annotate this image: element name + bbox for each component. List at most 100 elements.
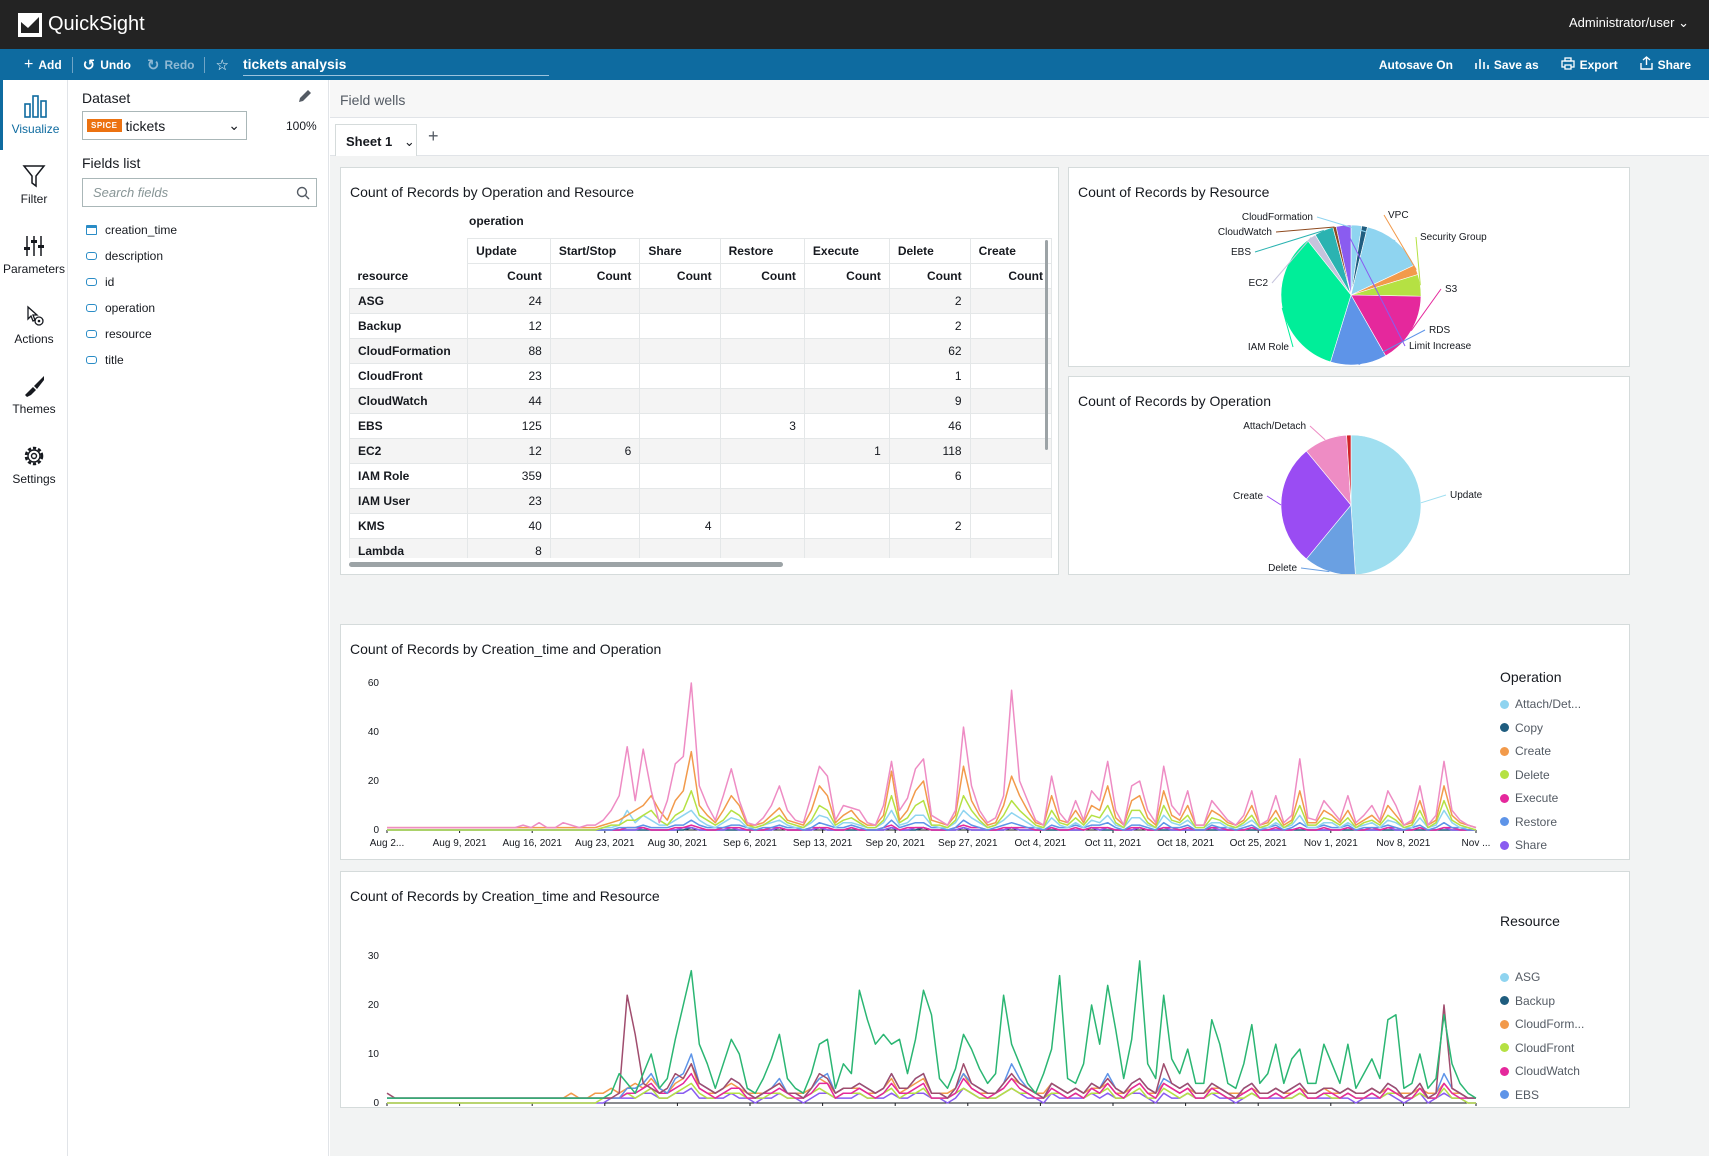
rail-item-themes[interactable]: Themes — [0, 360, 68, 430]
rail-item-visualize[interactable]: Visualize — [0, 80, 68, 150]
pivot-column-header[interactable]: Start/Stop — [549, 238, 641, 264]
legend-item[interactable]: Backup — [1500, 994, 1555, 1008]
legend-item[interactable]: Attach/Det... — [1500, 697, 1581, 711]
share-button[interactable]: Share — [1632, 56, 1699, 73]
legend-item[interactable]: Share — [1500, 838, 1547, 852]
user-menu[interactable]: Administrator/user ⌄ — [1569, 15, 1689, 31]
legend-swatch — [1500, 746, 1509, 756]
legend-item[interactable]: CloudWatch — [1500, 1064, 1580, 1078]
tab-sheet-1[interactable]: Sheet 1 ⌄ — [335, 124, 417, 156]
table-row[interactable]: CloudFront 23 1 — [349, 363, 1052, 389]
table-row[interactable]: KMS 40 4 2 — [349, 513, 1052, 539]
line-resource-visual[interactable]: Count of Records by Creation_time and Re… — [340, 871, 1630, 1108]
field-item[interactable]: id — [86, 275, 114, 289]
brush-icon — [25, 376, 44, 397]
pivot-column-header[interactable]: Create — [969, 238, 1052, 264]
pie-slice[interactable] — [1346, 434, 1352, 506]
pie-resource-visual[interactable]: Count of Records by Resource VPC Security… — [1068, 167, 1630, 367]
legend-item[interactable]: CloudForm... — [1500, 1017, 1584, 1031]
pivot-table-visual[interactable]: Count of Records by Operation and Resour… — [340, 167, 1059, 575]
rail-item-actions[interactable]: Actions — [0, 290, 68, 360]
x-tick-label: Oct 11, 2021 — [1085, 838, 1142, 849]
pivot-measure-header: Count — [888, 263, 971, 289]
add-button[interactable]: + Add — [16, 56, 70, 74]
table-row[interactable]: IAM User 23 — [349, 488, 1052, 514]
pivot-cell: 9 — [888, 388, 971, 414]
pie-slice[interactable] — [1350, 434, 1422, 575]
spice-badge: SPICE — [87, 119, 122, 132]
export-button[interactable]: Export — [1553, 56, 1626, 73]
pivot-cell — [888, 488, 971, 514]
x-tick-label: Nov 1, 2021 — [1304, 838, 1358, 849]
x-tick-label: Nov 8, 2021 — [1376, 838, 1430, 849]
field-item[interactable]: description — [86, 249, 163, 263]
series-line[interactable] — [387, 790, 1477, 831]
add-sheet-button[interactable]: + — [428, 126, 439, 146]
redo-button[interactable]: ↻ Redo — [139, 56, 203, 74]
rail-item-parameters[interactable]: Parameters — [0, 220, 68, 290]
pivot-row-label: IAM Role — [349, 463, 469, 489]
toolbar-divider — [204, 56, 206, 73]
pie-leader-line — [1300, 567, 1330, 573]
rail-item-settings[interactable]: Settings — [0, 430, 68, 500]
pivot-measure-header: Count — [549, 263, 641, 289]
save-as-button[interactable]: Save as — [1467, 57, 1547, 73]
field-item[interactable]: creation_time — [86, 223, 177, 237]
pivot-column-header[interactable]: Delete — [888, 238, 971, 264]
dataset-select[interactable]: SPICE tickets ⌄ — [82, 111, 247, 140]
line-operation-visual[interactable]: Count of Records by Creation_time and Op… — [340, 624, 1630, 860]
pencil-icon[interactable] — [297, 88, 313, 104]
legend-item[interactable]: Execute — [1500, 791, 1558, 805]
legend-label: CloudForm... — [1515, 1017, 1585, 1031]
series-line[interactable] — [387, 960, 1477, 1099]
pivot-cell: 24 — [467, 288, 551, 314]
field-item[interactable]: title — [86, 353, 124, 367]
field-wells-bar[interactable]: Field wells — [330, 80, 1709, 118]
legend-item[interactable]: EBS — [1500, 1088, 1539, 1102]
field-item[interactable]: resource — [86, 327, 152, 341]
pivot-cell — [549, 363, 641, 389]
pivot-cell: 8 — [467, 538, 551, 558]
rail-item-filter[interactable]: Filter — [0, 150, 68, 220]
legend-item[interactable]: Restore — [1500, 815, 1557, 829]
pivot-cell — [719, 513, 805, 539]
legend-item[interactable]: Create — [1500, 744, 1551, 758]
pie-label: S3 — [1445, 284, 1458, 295]
legend-item[interactable]: ASG — [1500, 970, 1540, 984]
pivot-cell: 12 — [467, 438, 551, 464]
table-row[interactable]: CloudWatch 44 9 — [349, 388, 1052, 414]
pivot-column-header[interactable]: Share — [639, 238, 721, 264]
legend-item[interactable]: Copy — [1500, 721, 1543, 735]
autosave-toggle[interactable]: Autosave On — [1378, 57, 1453, 72]
vertical-scrollbar[interactable] — [1045, 240, 1048, 450]
table-row[interactable]: IAM Role 359 6 — [349, 463, 1052, 489]
table-row[interactable]: EC2 12 6 1 118 — [349, 438, 1052, 464]
undo-icon: ↺ — [82, 56, 96, 74]
table-row[interactable]: CloudFormation 88 62 — [349, 338, 1052, 364]
horizontal-scrollbar[interactable] — [349, 562, 783, 567]
legend-item[interactable]: Delete — [1500, 768, 1550, 782]
pivot-cell: 125 — [467, 413, 551, 439]
quicksight-logo[interactable]: QuickSight — [18, 12, 145, 37]
pie-operation-visual[interactable]: Count of Records by Operation Attach/Det… — [1068, 376, 1630, 575]
search-fields-input[interactable]: Search fields — [82, 178, 317, 207]
pie-slice[interactable] — [1350, 294, 1422, 357]
favorite-button[interactable]: ☆ — [207, 56, 236, 74]
table-row[interactable]: EBS 125 3 46 — [349, 413, 1052, 439]
undo-button[interactable]: ↺ Undo — [75, 56, 139, 74]
series-line[interactable] — [387, 1072, 1476, 1099]
table-row[interactable]: Lambda 8 — [349, 538, 1052, 558]
legend-item[interactable]: CloudFront — [1500, 1041, 1574, 1055]
series-line[interactable] — [387, 1087, 1476, 1104]
table-row[interactable]: Backup 12 2 — [349, 313, 1052, 339]
series-line[interactable] — [387, 682, 1477, 829]
table-row[interactable]: ASG 24 2 — [349, 288, 1052, 314]
pivot-row-label: EBS — [349, 413, 469, 439]
field-label: description — [105, 249, 164, 263]
pivot-column-header[interactable]: Execute — [803, 238, 890, 264]
pivot-column-header[interactable]: Update — [467, 238, 551, 264]
field-item[interactable]: operation — [86, 301, 155, 315]
analysis-title-input[interactable]: tickets analysis — [242, 54, 549, 76]
pivot-column-header[interactable]: Restore — [719, 238, 805, 264]
series-line[interactable] — [387, 750, 1477, 829]
